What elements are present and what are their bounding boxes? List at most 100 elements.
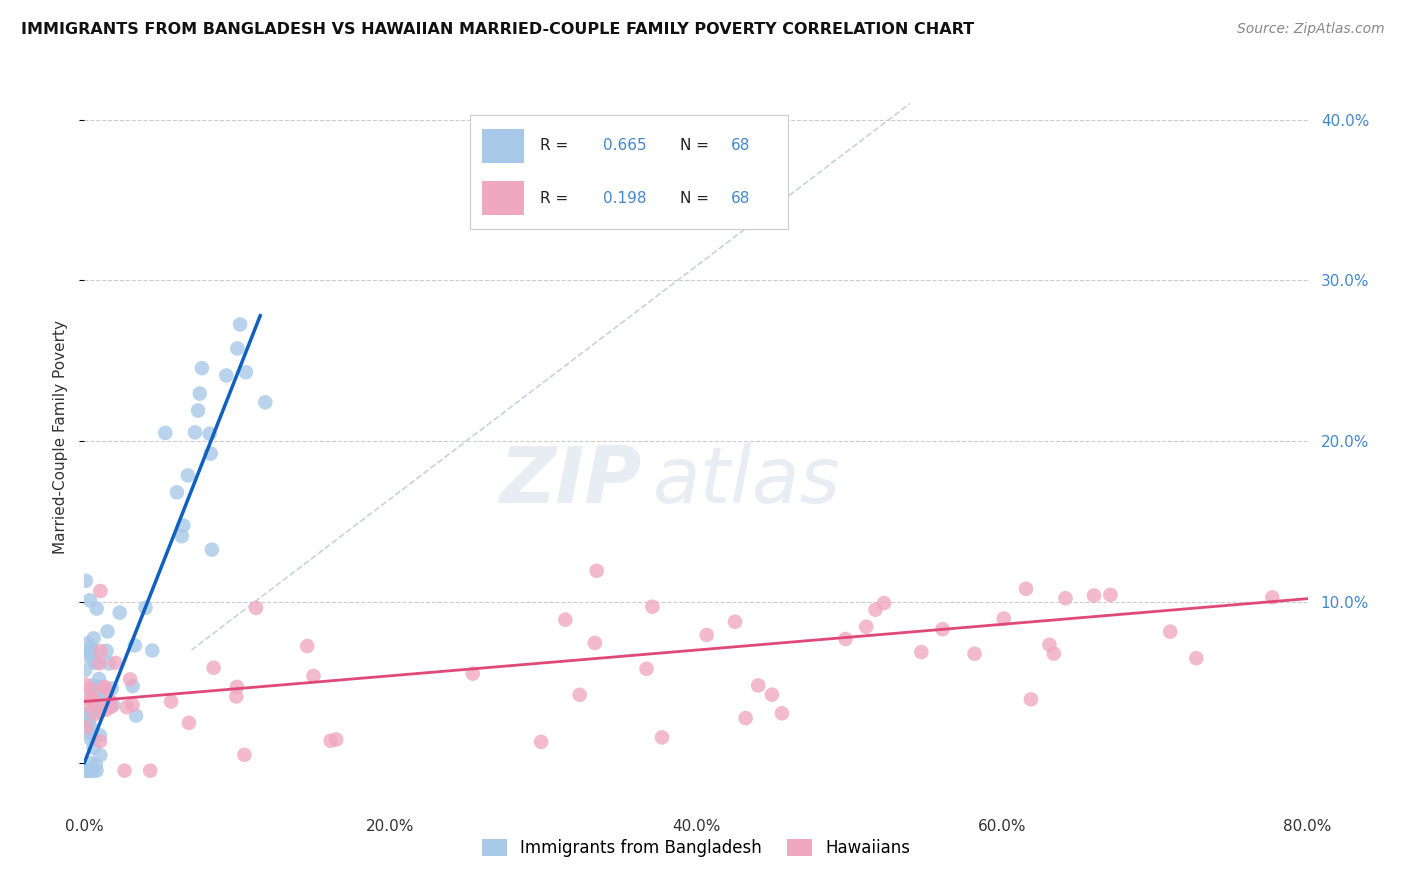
Point	[993, 611, 1015, 625]
Point	[79, 756, 101, 771]
Point	[79, 593, 101, 607]
Text: IMMIGRANTS FROM BANGLADESH VS HAWAIIAN MARRIED-COUPLE FAMILY POVERTY CORRELATION: IMMIGRANTS FROM BANGLADESH VS HAWAIIAN M…	[21, 22, 974, 37]
Point	[77, 764, 100, 778]
Point	[82, 764, 104, 778]
Point	[87, 672, 110, 686]
Point	[115, 700, 138, 714]
Point	[1185, 651, 1208, 665]
Point	[89, 705, 111, 719]
Point	[76, 706, 98, 721]
Point	[125, 708, 148, 723]
Point	[202, 661, 225, 675]
Point	[77, 648, 100, 663]
Point	[302, 669, 325, 683]
Point	[724, 615, 747, 629]
Point	[121, 698, 143, 712]
Point	[1019, 692, 1042, 706]
Point	[100, 681, 122, 696]
Point	[89, 748, 111, 763]
Point	[254, 395, 277, 409]
Point	[229, 318, 252, 332]
Point	[297, 639, 319, 653]
Point	[734, 711, 756, 725]
Point	[121, 679, 143, 693]
Point	[86, 764, 108, 778]
Point	[235, 365, 257, 379]
Point	[76, 764, 98, 778]
Point	[80, 691, 103, 706]
Point	[75, 678, 97, 692]
Point	[84, 696, 107, 710]
Point	[873, 596, 896, 610]
Point	[80, 764, 103, 778]
Point	[1043, 647, 1066, 661]
Point	[98, 693, 121, 707]
Point	[83, 656, 105, 670]
Point	[191, 361, 214, 376]
Point	[89, 657, 111, 671]
Point	[90, 692, 112, 706]
Point	[89, 734, 111, 748]
Point	[80, 641, 103, 656]
Point	[124, 639, 146, 653]
Point	[75, 663, 97, 677]
Point	[84, 757, 107, 772]
Point	[80, 726, 103, 740]
Point	[160, 694, 183, 708]
Point	[1054, 591, 1077, 606]
Point	[82, 679, 104, 693]
Point	[184, 425, 207, 440]
Point	[188, 386, 211, 401]
Point	[461, 666, 484, 681]
Point	[75, 720, 97, 734]
Point	[170, 529, 193, 543]
Point	[747, 678, 769, 692]
Point	[80, 764, 103, 778]
Point	[554, 613, 576, 627]
Point	[89, 584, 111, 599]
Point	[75, 574, 97, 588]
Point	[761, 688, 783, 702]
Point	[93, 681, 115, 695]
Point	[225, 680, 247, 694]
Point	[225, 690, 247, 704]
Point	[177, 715, 200, 730]
Y-axis label: Married-Couple Family Poverty: Married-Couple Family Poverty	[53, 320, 69, 554]
Point	[187, 403, 209, 417]
Point	[82, 646, 104, 660]
Point	[96, 703, 118, 717]
Point	[583, 636, 606, 650]
Text: atlas: atlas	[654, 443, 841, 519]
Point	[114, 764, 136, 778]
Point	[141, 643, 163, 657]
Point	[134, 600, 156, 615]
Point	[166, 485, 188, 500]
Text: ZIP: ZIP	[499, 443, 641, 519]
Point	[98, 694, 121, 708]
Point	[83, 740, 105, 755]
Point	[245, 601, 267, 615]
Point	[177, 468, 200, 483]
Point	[226, 342, 249, 356]
Point	[963, 647, 986, 661]
Point	[79, 731, 101, 746]
Point	[636, 662, 658, 676]
Point	[89, 685, 111, 699]
Point	[530, 735, 553, 749]
Point	[79, 646, 101, 660]
Text: Source: ZipAtlas.com: Source: ZipAtlas.com	[1237, 22, 1385, 37]
Point	[855, 620, 877, 634]
Point	[568, 688, 591, 702]
Point	[80, 692, 103, 706]
Point	[76, 764, 98, 778]
Point	[84, 706, 107, 721]
Point	[770, 706, 793, 721]
Point	[641, 599, 664, 614]
Point	[1015, 582, 1038, 596]
Point	[90, 644, 112, 658]
Point	[86, 656, 108, 670]
Point	[83, 632, 105, 646]
Point	[910, 645, 932, 659]
Point	[80, 686, 103, 700]
Point	[87, 680, 110, 694]
